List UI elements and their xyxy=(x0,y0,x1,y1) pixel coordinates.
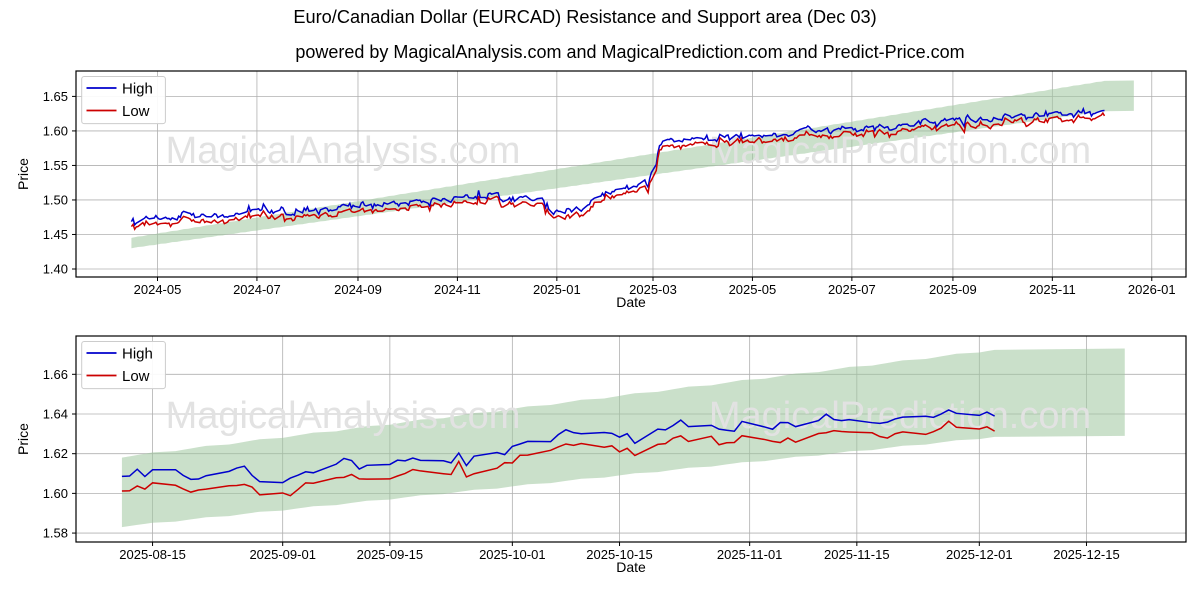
svg-text:2025-12-15: 2025-12-15 xyxy=(1053,547,1120,562)
svg-text:2024-05: 2024-05 xyxy=(134,282,182,297)
svg-text:2025-09-01: 2025-09-01 xyxy=(249,547,316,562)
svg-text:1.65: 1.65 xyxy=(43,89,68,104)
svg-text:2025-11: 2025-11 xyxy=(1029,282,1076,297)
svg-text:2024-07: 2024-07 xyxy=(233,282,281,297)
svg-text:1.55: 1.55 xyxy=(43,158,68,173)
svg-text:1.60: 1.60 xyxy=(43,123,68,138)
svg-text:2025-10-01: 2025-10-01 xyxy=(479,547,546,562)
svg-text:1.60: 1.60 xyxy=(43,486,68,501)
svg-text:Euro/Canadian Dollar (EURCAD): Euro/Canadian Dollar (EURCAD) Resistance… xyxy=(293,7,876,27)
svg-text:High: High xyxy=(122,346,153,363)
svg-text:MagicalPrediction.com: MagicalPrediction.com xyxy=(709,395,1091,437)
svg-text:2025-12-01: 2025-12-01 xyxy=(946,547,1013,562)
svg-text:2025-09-15: 2025-09-15 xyxy=(357,547,424,562)
svg-text:2025-01: 2025-01 xyxy=(533,282,581,297)
svg-text:Date: Date xyxy=(616,559,646,575)
svg-text:2025-08-15: 2025-08-15 xyxy=(119,547,186,562)
svg-text:2025-09: 2025-09 xyxy=(929,282,977,297)
svg-text:Date: Date xyxy=(616,294,646,310)
svg-text:2025-05: 2025-05 xyxy=(729,282,777,297)
svg-text:1.66: 1.66 xyxy=(43,367,68,382)
svg-text:MagicalAnalysis.com: MagicalAnalysis.com xyxy=(166,130,521,172)
svg-text:1.64: 1.64 xyxy=(43,406,68,421)
svg-text:1.45: 1.45 xyxy=(43,227,68,242)
svg-text:Price: Price xyxy=(15,158,31,190)
svg-text:2024-09: 2024-09 xyxy=(334,282,382,297)
svg-text:2025-07: 2025-07 xyxy=(828,282,876,297)
svg-text:2025-11-01: 2025-11-01 xyxy=(717,547,783,562)
svg-text:1.58: 1.58 xyxy=(43,526,68,541)
svg-text:powered by MagicalAnalysis.com: powered by MagicalAnalysis.com and Magic… xyxy=(295,42,964,62)
svg-text:High: High xyxy=(122,81,153,98)
svg-text:Price: Price xyxy=(15,423,31,455)
svg-text:2026-01: 2026-01 xyxy=(1128,282,1176,297)
svg-text:1.62: 1.62 xyxy=(43,446,68,461)
svg-text:1.40: 1.40 xyxy=(43,261,68,276)
svg-text:2025-11-15: 2025-11-15 xyxy=(824,547,890,562)
svg-text:1.50: 1.50 xyxy=(43,192,68,207)
svg-text:2024-11: 2024-11 xyxy=(434,282,481,297)
svg-text:Low: Low xyxy=(122,103,150,120)
svg-text:MagicalAnalysis.com: MagicalAnalysis.com xyxy=(166,395,521,437)
svg-text:Low: Low xyxy=(122,368,150,385)
